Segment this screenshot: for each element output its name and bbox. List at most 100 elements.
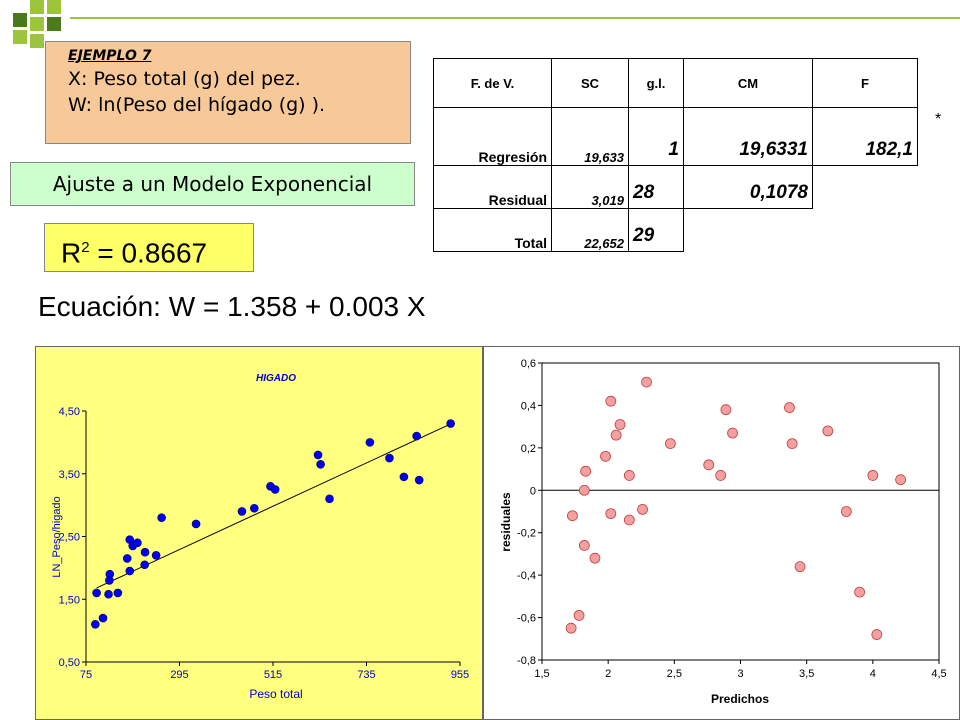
r-squared-box: R2 = 0.8667 xyxy=(44,223,254,272)
residual-point xyxy=(854,586,866,598)
residual-point xyxy=(784,402,795,413)
y-tick-label: 4,50 xyxy=(59,406,80,418)
decor-square xyxy=(30,17,44,31)
liver-scatter-chart: 75 295 515 735 955 0,50 1,50 2,50 3,50 4,50 HIGADO… xyxy=(35,346,483,720)
data-point xyxy=(191,519,201,529)
residual-point xyxy=(871,629,883,640)
anova-header: SC xyxy=(551,58,629,108)
residual-point xyxy=(664,438,676,450)
residual-point xyxy=(567,510,578,522)
residual-point xyxy=(794,561,806,573)
data-point xyxy=(98,613,108,623)
data-point xyxy=(446,419,455,428)
anova-empty xyxy=(813,166,918,209)
data-point xyxy=(365,438,375,447)
data-point xyxy=(113,588,123,598)
data-point xyxy=(313,450,323,460)
residual-point xyxy=(703,459,715,471)
anova-source: Residual xyxy=(433,165,552,209)
y-tick-label: 0,6 xyxy=(521,358,536,370)
data-point xyxy=(140,547,150,557)
anova-source: Total xyxy=(433,208,552,252)
residual-point xyxy=(715,470,727,481)
data-point xyxy=(250,503,259,513)
residual-point xyxy=(786,438,798,450)
x-tick-label: 2 xyxy=(605,668,611,680)
anova-header: F xyxy=(812,58,918,108)
anova-header: CM xyxy=(683,58,813,108)
anova-row: Residual 3,019 28 0,1078 xyxy=(433,165,918,209)
y-tick-label: 0 xyxy=(530,485,536,497)
residual-point xyxy=(727,427,738,439)
residual-point xyxy=(641,376,652,388)
data-point xyxy=(270,485,280,494)
data-point xyxy=(385,453,394,463)
y-tick-label: 2,50 xyxy=(59,532,80,544)
decor-square xyxy=(47,17,61,31)
x-tick-label: 735 xyxy=(357,669,375,681)
y-tick-label: -0,8 xyxy=(517,655,536,667)
x-tick-label: 1,5 xyxy=(534,668,549,680)
residual-plot-svg: 1,5 2 2,5 3 3,5 4 4,5 -0,8 -0,6 -0,4 -0,2 0 0,2 0,4 0,… xyxy=(499,358,947,706)
residual-point xyxy=(822,425,834,437)
x-tick-label: 295 xyxy=(170,669,188,681)
x-tick-label: 955 xyxy=(451,669,469,681)
residual-point xyxy=(580,465,592,477)
plot-frame xyxy=(541,362,940,661)
x-tick-label: 75 xyxy=(80,669,92,681)
y-tick-label: 0,4 xyxy=(521,400,536,412)
regression-equation: Ecuación: W = 1.358 + 0.003 X xyxy=(38,291,426,322)
residual-point xyxy=(840,506,852,517)
y-tick-label: 0,50 xyxy=(59,657,80,669)
data-point xyxy=(92,588,101,598)
data-point xyxy=(125,566,135,576)
y-tick-label: 1,50 xyxy=(59,594,80,606)
anova-gl: 1 xyxy=(628,107,684,166)
residual-point xyxy=(565,622,577,634)
anova-sc: 22,652 xyxy=(551,208,629,252)
decor-square xyxy=(30,34,44,48)
anova-row: Total 22,652 29 xyxy=(433,208,918,252)
anova-header-row: F. de V. SC g.l. CM F xyxy=(433,58,918,108)
liver-scatter-svg: 75 295 515 735 955 0,50 1,50 2,50 3,50 4,50 HIGADO… xyxy=(51,373,469,701)
model-title: Ajuste a un Modelo Exponencial xyxy=(10,162,415,206)
residual-point xyxy=(610,429,622,441)
data-point xyxy=(414,475,424,485)
x-tick-label: 2,5 xyxy=(667,668,682,680)
residual-point xyxy=(578,540,590,551)
decor-square xyxy=(13,30,27,44)
residual-point xyxy=(600,450,611,462)
residual-point xyxy=(623,514,635,526)
residual-point xyxy=(895,474,907,486)
y-tick-label: 0,2 xyxy=(521,443,536,455)
residual-point xyxy=(578,484,590,496)
anova-sc: 19,633 xyxy=(551,107,629,166)
header-rule xyxy=(70,17,960,19)
decor-square xyxy=(30,0,44,14)
variable-w-definition: W: ln(Peso del hígado (g) ). xyxy=(68,94,326,116)
residual-point xyxy=(867,470,879,481)
residual-point xyxy=(605,508,617,520)
x-axis-label: Predichos xyxy=(711,692,769,706)
anova-f: 182,1 xyxy=(812,107,918,166)
residual-point xyxy=(589,552,601,564)
data-point xyxy=(151,551,161,560)
r2-value: = 0.8667 xyxy=(89,237,208,269)
y-tick-label: -0,2 xyxy=(517,528,536,540)
data-point xyxy=(412,431,421,441)
data-point xyxy=(91,620,100,629)
residual-point xyxy=(573,610,585,621)
residual-point xyxy=(720,404,732,416)
x-tick-label: 515 xyxy=(264,669,282,681)
anova-sc: 3,019 xyxy=(551,165,629,209)
residual-point xyxy=(637,503,648,515)
significance-mark: * xyxy=(935,111,942,128)
y-axis-label: LN_Peso/higado xyxy=(51,496,63,577)
r2-label: R xyxy=(61,237,82,269)
anova-source: Regresión xyxy=(433,107,552,166)
data-point xyxy=(133,538,142,548)
anova-cm: 19,6331 xyxy=(683,107,813,166)
residual-point xyxy=(623,470,635,481)
r2-superscript: 2 xyxy=(81,239,90,256)
anova-empty xyxy=(684,209,813,252)
